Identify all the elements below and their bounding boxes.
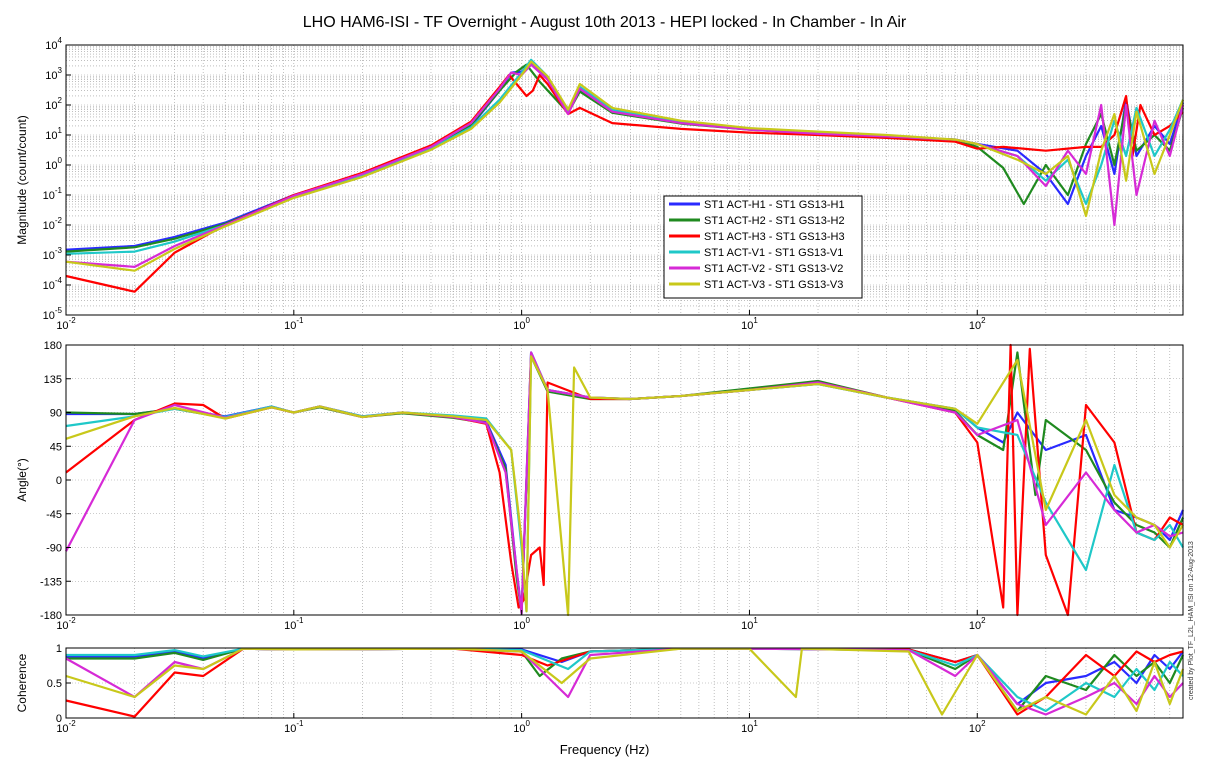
series-line-v2 [65,63,1185,268]
plot-frame [65,44,1184,316]
x-tick-label: 10-1 [284,719,304,735]
legend-box [663,195,863,299]
coherence-panel: 10-2 10-1 100 101 102 0 0.5 1 Coherence [15,643,1185,735]
y-tick-label: 0.5 [47,678,62,690]
y-tick-label: 10-1 [43,186,63,202]
y-tick-label: -180 [40,610,62,622]
credit-text: created by Plot_TF_L2L_HAM_ISI on 12-Aug… [1188,541,1195,700]
y-axis-label: Angle(°) [15,458,29,501]
phase-panel: 10-2 10-1 100 101 102 -180 -135 -90 -45 0 45 90 135 1… [15,340,1185,632]
series-line-v3 [65,647,1185,716]
y-tick-label: 100 [45,156,62,172]
x-tick-label: 101 [741,316,758,332]
series-line-v3 [65,60,1185,272]
legend-entry: ST1 ACT-V1 - ST1 GS13-V1 [704,247,843,259]
legend-entry: ST1 ACT-H3 - ST1 GS13-H3 [704,231,845,243]
x-tick-label: 102 [969,316,986,332]
x-tick-label: 101 [741,616,758,632]
series-group [65,58,1185,293]
legend: ST1 ACT-H1 - ST1 GS13-H1 ST1 ACT-H2 - ST1… [663,195,863,299]
y-tick-label: 102 [45,96,62,112]
x-axis-label: Frequency (Hz) [559,742,650,757]
x-tick-label: 100 [513,316,530,332]
chart-title: LHO HAM6-ISI - TF Overnight - August 10t… [302,14,907,31]
x-tick-label: 10-2 [56,616,76,632]
y-tick-label: -90 [46,543,62,555]
y-tick-label: 1 [56,643,62,655]
legend-entry: ST1 ACT-H2 - ST1 GS13-H2 [704,215,845,227]
x-tick-label: 102 [969,616,986,632]
series-line-v3 [65,355,1184,617]
x-tick-label: 10-1 [284,616,304,632]
y-tick-label: 10-4 [43,276,63,292]
y-tick-label: 0 [56,475,62,487]
x-tick-label: 10-2 [56,316,76,332]
series-line-h3 [65,73,1184,293]
grid [65,45,1184,316]
y-tick-label: 10-5 [43,306,63,322]
x-tick-label: 100 [513,719,530,735]
magnitude-panel: 10-2 10-1 100 101 102 10-5 10-4 10-3 10-2 10-1 100… [15,36,1185,332]
y-axis-label: Coherence [15,653,29,712]
x-tick-label: 10-2 [56,719,76,735]
y-tick-label: 135 [44,374,62,386]
legend-entry: ST1 ACT-V3 - ST1 GS13-V3 [704,279,843,291]
x-tick-label: 102 [969,719,986,735]
x-tick-label: 10-1 [284,316,304,332]
plot-area [66,45,1183,315]
series-group [65,647,1185,718]
y-tick-label: 90 [50,408,62,420]
legend-entry: ST1 ACT-H1 - ST1 GS13-H1 [704,199,845,211]
y-tick-label: 180 [44,340,62,352]
y-tick-label: 0 [56,713,62,725]
y-tick-label: 10-3 [43,246,63,262]
y-axis-label: Magnitude (count/count) [15,115,29,244]
y-tick-label: 10-2 [43,216,63,232]
x-tick-label: 100 [513,616,530,632]
y-tick-label: 103 [45,66,62,82]
y-tick-label: 101 [45,126,62,142]
y-tick-label: 104 [45,36,62,52]
y-tick-label: 45 [50,441,62,453]
x-tick-label: 101 [741,719,758,735]
y-tick-label: -135 [40,576,62,588]
legend-entry: ST1 ACT-V2 - ST1 GS13-V2 [704,263,843,275]
series-group [65,343,1185,617]
y-tick-label: -45 [46,509,62,521]
